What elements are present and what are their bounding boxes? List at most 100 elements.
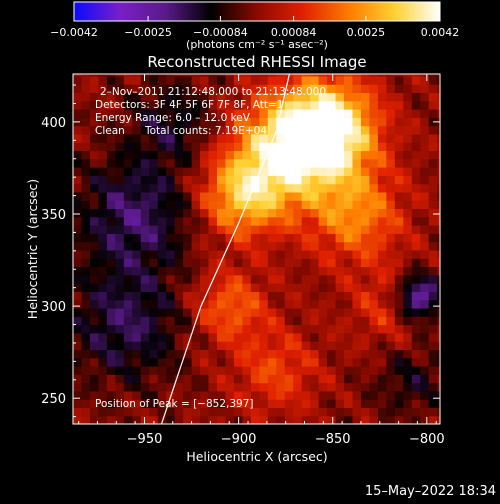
heatmap-cell	[428, 125, 438, 135]
heatmap-cell	[394, 200, 404, 210]
heatmap-cell	[259, 142, 269, 152]
heatmap-cell	[208, 233, 218, 243]
heatmap-cell	[166, 125, 176, 135]
heatmap-cell	[276, 92, 286, 102]
heatmap-cell	[157, 158, 167, 168]
heatmap-cell	[394, 183, 404, 193]
heatmap-cell	[377, 365, 387, 375]
heatmap-cell	[242, 100, 252, 110]
heatmap-cell	[318, 74, 328, 77]
heatmap-cell	[360, 382, 371, 392]
heatmap-cell	[377, 374, 387, 384]
colorbar-tick-label: 0.0025	[347, 26, 386, 39]
heatmap-cell	[420, 200, 430, 210]
heatmap-cell	[394, 208, 404, 218]
heatmap-cell	[352, 382, 362, 392]
heatmap-cell	[166, 399, 176, 409]
heatmap-cell	[73, 415, 83, 424]
heatmap-cell	[420, 100, 430, 110]
heatmap-cell	[276, 191, 286, 201]
heatmap-cell	[301, 74, 311, 77]
heatmap-cell	[284, 407, 294, 417]
heatmap-cell	[123, 324, 133, 334]
heatmap-cell	[267, 92, 277, 102]
heatmap-cell	[140, 390, 150, 400]
heatmap-cell	[233, 208, 243, 218]
heatmap-cell	[140, 266, 150, 276]
heatmap-cell	[377, 299, 387, 309]
heatmap-cell	[73, 266, 83, 276]
heatmap-cell	[89, 158, 100, 168]
heatmap-cell	[140, 100, 150, 110]
heatmap-cell	[225, 316, 235, 326]
heatmap-cell	[411, 316, 421, 326]
heatmap-cell	[98, 208, 108, 218]
heatmap-cell	[225, 341, 235, 350]
heatmap-cell	[293, 349, 303, 359]
heatmap-cell	[369, 324, 379, 334]
heatmap-cell	[106, 407, 116, 417]
heatmap-cell	[411, 125, 421, 135]
heatmap-cell	[293, 75, 303, 85]
heatmap-cell	[233, 117, 243, 127]
heatmap-cell	[73, 399, 83, 409]
heatmap-cell	[225, 74, 235, 77]
heatmap-cell	[123, 74, 133, 77]
heatmap-cell	[284, 133, 294, 143]
heatmap-cell	[233, 225, 243, 234]
heatmap-cell	[73, 382, 83, 392]
heatmap-cell	[352, 208, 362, 218]
heatmap-cell	[386, 158, 396, 168]
annotation-total-counts: Total counts: 7.19E+04	[144, 125, 267, 137]
heatmap-cell	[267, 299, 277, 309]
heatmap-cell	[140, 316, 150, 326]
heatmap-cell	[174, 307, 184, 317]
heatmap-cell	[293, 291, 303, 301]
heatmap-cell	[386, 407, 396, 417]
heatmap-cell	[284, 175, 294, 185]
heatmap-cell	[344, 109, 354, 118]
heatmap-cell	[377, 84, 387, 94]
heatmap-cell	[73, 150, 83, 160]
heatmap-cell	[73, 407, 83, 417]
heatmap-cell	[183, 291, 193, 301]
heatmap-cell	[411, 324, 421, 334]
heatmap-cell	[208, 74, 218, 77]
heatmap-cell	[428, 183, 438, 193]
heatmap-cell	[225, 167, 235, 176]
heatmap-cell	[360, 191, 371, 201]
heatmap-cell	[276, 225, 286, 234]
heatmap-cell	[216, 109, 227, 118]
heatmap-cell	[174, 341, 184, 350]
heatmap-cell	[132, 200, 142, 210]
heatmap-cell	[394, 316, 404, 326]
heatmap-cell	[149, 341, 159, 350]
heatmap-cell	[318, 316, 328, 326]
heatmap-cell	[191, 117, 201, 127]
heatmap-cell	[420, 307, 430, 317]
heatmap-cell	[242, 316, 252, 326]
heatmap-cell	[293, 399, 303, 409]
heatmap-cell	[352, 407, 362, 417]
heatmap-cell	[149, 208, 159, 218]
heatmap-cell	[327, 407, 337, 417]
heatmap-cell	[166, 266, 176, 276]
heatmap-cell	[420, 266, 430, 276]
heatmap-cell	[157, 415, 167, 424]
heatmap-cell	[81, 407, 91, 417]
heatmap-cell	[140, 158, 150, 168]
heatmap-cell	[123, 307, 133, 317]
heatmap-cell	[420, 167, 430, 176]
heatmap-cell	[420, 341, 430, 350]
heatmap-cell	[411, 142, 421, 152]
heatmap-cell	[191, 200, 201, 210]
heatmap-cell	[344, 158, 354, 168]
heatmap-cell	[369, 84, 379, 94]
heatmap-cell	[403, 142, 413, 152]
heatmap-cell	[174, 357, 184, 367]
heatmap-cell	[81, 233, 91, 243]
heatmap-cell	[420, 216, 430, 226]
heatmap-cell	[225, 407, 235, 417]
heatmap-cell	[115, 291, 125, 301]
heatmap-cell	[115, 75, 125, 85]
